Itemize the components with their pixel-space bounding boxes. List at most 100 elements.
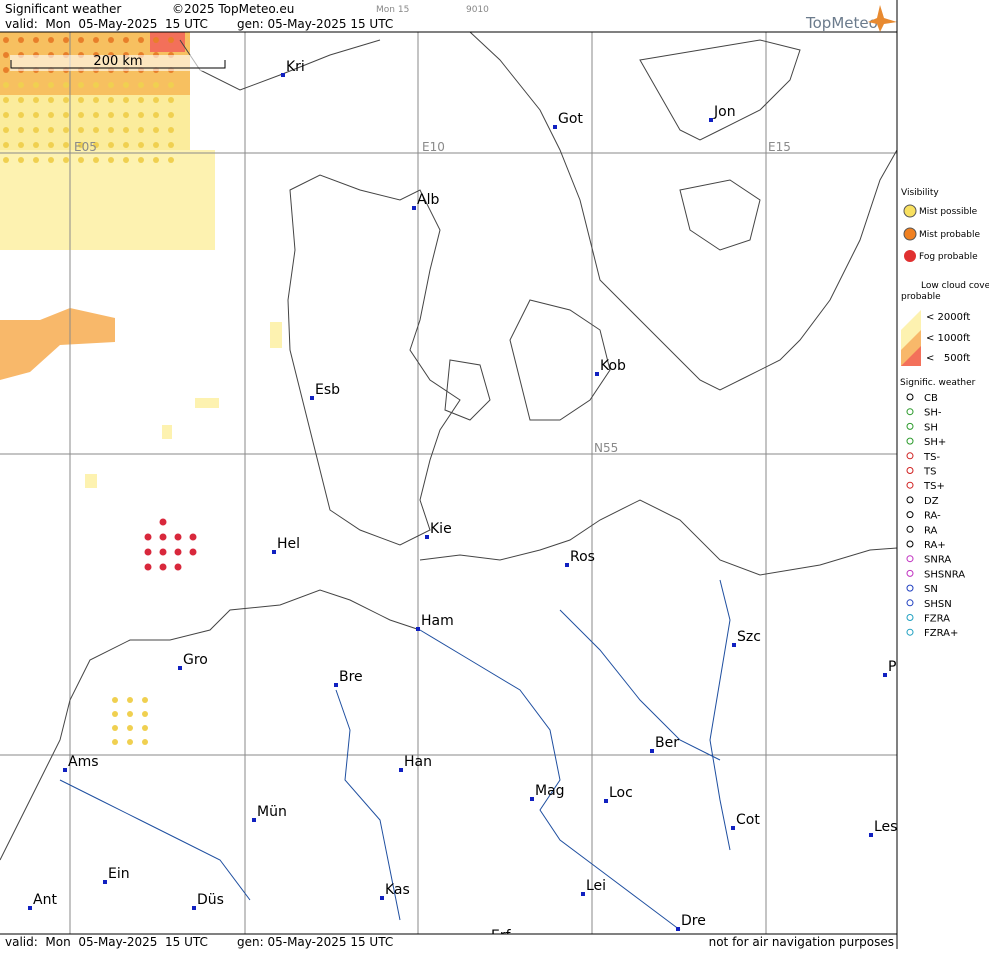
mist-dot — [123, 157, 129, 163]
legend-icon — [906, 569, 914, 577]
legend-icon — [906, 496, 914, 504]
mist-dot — [18, 112, 24, 118]
mist-dot — [153, 97, 159, 103]
city-marker — [869, 833, 873, 837]
mist-dot — [48, 157, 54, 163]
scale-bg — [10, 55, 225, 71]
mist-dot — [63, 97, 69, 103]
city-label: Ams — [68, 754, 99, 770]
city-label: Got — [558, 111, 583, 127]
mist-dot — [168, 127, 174, 133]
logo-icon — [868, 5, 897, 32]
mist-dot — [127, 711, 133, 717]
fog-markers — [3, 37, 197, 745]
city-marker — [399, 768, 403, 772]
legend-item: Mist possible — [919, 207, 978, 217]
city-label: Les — [874, 819, 897, 835]
legend-item: DZ — [924, 496, 939, 507]
mist-dot — [123, 37, 129, 43]
mist-dot — [123, 112, 129, 118]
city-marker — [732, 643, 736, 647]
mist-dot — [33, 142, 39, 148]
city-label: Szc — [737, 629, 761, 645]
mist-dot — [142, 739, 148, 745]
mist-dot — [108, 82, 114, 88]
legend-item: TS- — [923, 452, 940, 463]
mist-dot — [3, 52, 9, 58]
footer-generated: gen: 05-May-2025 15 UTC — [237, 935, 393, 949]
mist-dot — [123, 142, 129, 148]
city-label: Jon — [713, 104, 736, 120]
area — [195, 398, 219, 408]
mist-dot — [48, 37, 54, 43]
area — [162, 425, 172, 439]
mist-dot — [153, 142, 159, 148]
mist-dot — [112, 711, 118, 717]
city-label: Hel — [277, 536, 300, 552]
river — [419, 629, 681, 931]
fog-dot — [189, 533, 197, 541]
mist-dot — [168, 142, 174, 148]
mist-dot — [3, 97, 9, 103]
grid-label: E15 — [768, 140, 791, 154]
mist-dot — [18, 157, 24, 163]
legend: Visibility Mist possible Mist probable F… — [900, 188, 989, 639]
rivers — [59, 579, 731, 931]
mist-dot — [78, 82, 84, 88]
coast-jutland — [287, 174, 461, 546]
mist-dot — [93, 37, 99, 43]
mist-dot — [3, 37, 9, 43]
mist-dot — [78, 37, 84, 43]
code: 9010 — [466, 5, 489, 15]
legend-icon — [906, 540, 914, 548]
legend-icon — [904, 250, 916, 262]
mist-dot — [63, 157, 69, 163]
legend-icon — [906, 393, 914, 401]
legend-icon — [906, 452, 914, 460]
city-marker — [565, 563, 569, 567]
city-marker — [425, 535, 429, 539]
mist-dot — [153, 37, 159, 43]
copyright: ©2025 TopMeteo.eu — [172, 2, 294, 16]
legend-item: TS — [923, 467, 936, 478]
city-marker — [883, 673, 887, 677]
fog-dot — [159, 518, 167, 526]
coast-lake — [679, 179, 761, 251]
mist-dot — [123, 97, 129, 103]
mist-dot — [127, 725, 133, 731]
mist-dot — [33, 127, 39, 133]
header-bg — [0, 0, 897, 32]
legend-item: CB — [924, 393, 938, 404]
city-label: Ber — [655, 735, 679, 751]
title: Significant weather — [5, 2, 121, 16]
valid: valid: Mon 05-May-2025 15 UTC — [5, 17, 208, 31]
mist-dot — [78, 157, 84, 163]
legend-icon — [906, 511, 914, 519]
mist-dot — [138, 127, 144, 133]
legend-icon — [901, 346, 921, 366]
mist-dot — [48, 82, 54, 88]
mist-dot — [63, 112, 69, 118]
city-label: Ham — [421, 613, 454, 629]
mist-dot — [3, 112, 9, 118]
area — [85, 474, 97, 488]
mist-dot — [142, 697, 148, 703]
legend-item: RA- — [924, 511, 941, 522]
mist-dot — [108, 127, 114, 133]
city-label: Alb — [417, 192, 439, 208]
legend-item: FZRA+ — [924, 628, 958, 639]
coast-lake — [639, 39, 801, 141]
city-label: Mag — [535, 783, 565, 799]
mist-dot — [127, 739, 133, 745]
time-tab: Mon 15 — [376, 5, 409, 15]
scale-bar: 200 km — [10, 54, 226, 71]
area — [270, 322, 282, 348]
city-marker — [380, 896, 384, 900]
legend-item: RA — [924, 525, 938, 536]
river — [59, 779, 251, 901]
river — [559, 609, 721, 761]
mist-dot — [138, 97, 144, 103]
fog-dot — [174, 533, 182, 541]
area — [0, 308, 115, 380]
